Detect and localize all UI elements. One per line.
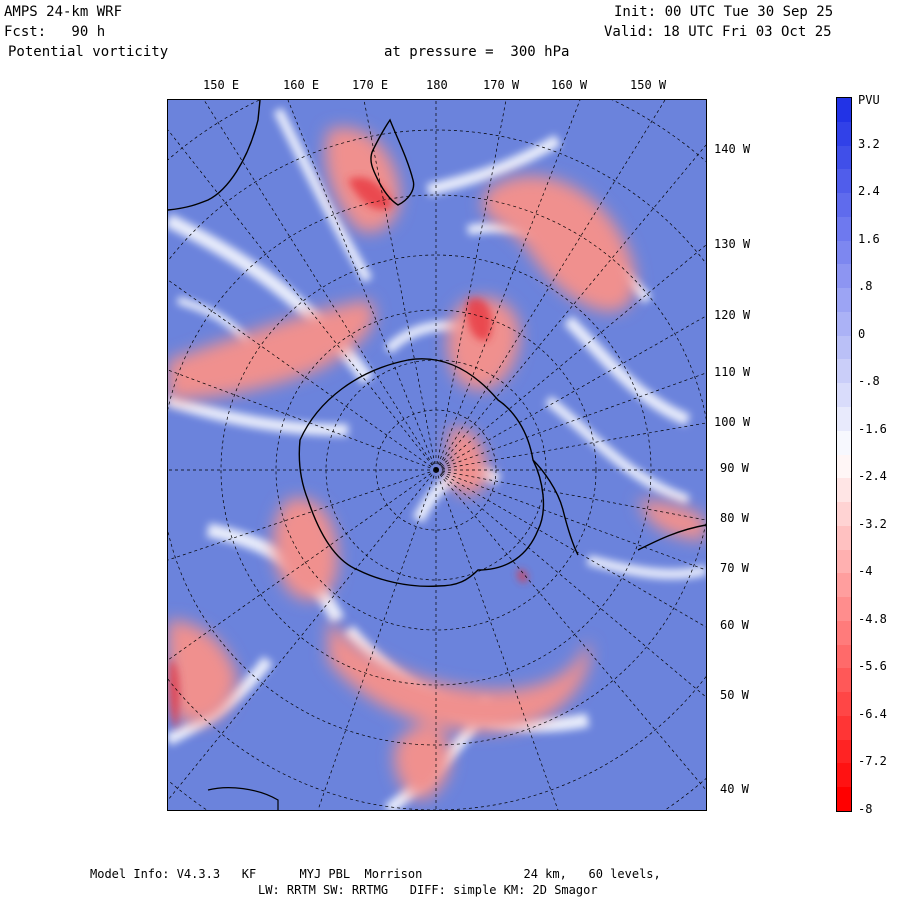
lon-label: 120 W (714, 308, 751, 322)
colorbar-cell (837, 335, 851, 360)
colorbar-cell (837, 430, 851, 455)
pv-strong-negative (169, 177, 528, 730)
colorbar-cell (837, 359, 851, 384)
lon-label: 90 W (720, 461, 749, 475)
colorbar-cell (837, 715, 851, 741)
model-info-line-2: LW: RRTM SW: RRTMG DIFF: simple KM: 2D S… (258, 883, 598, 897)
valid-time: Valid: 18 UTC Fri 03 Oct 25 (604, 24, 832, 40)
colorbar-cell (837, 288, 851, 313)
colorbar-cell (837, 240, 851, 265)
antarctica-coastline (298, 358, 545, 588)
lon-label: 50 W (720, 688, 749, 702)
colorbar-cell (837, 549, 851, 574)
lon-label: 170 E (352, 78, 389, 92)
lon-label: 160 W (551, 78, 588, 92)
colorbar-tick-label: -4 (858, 564, 873, 579)
colorbar-tick-label: 0 (858, 326, 866, 341)
colorbar-tick-label: -5.6 (858, 659, 887, 674)
colorbar-cell (837, 525, 851, 551)
colorbar-tick-label: .8 (858, 279, 873, 294)
colorbar-cell (837, 98, 851, 123)
colorbar-cell (837, 193, 851, 218)
field-name: Potential vorticity (8, 44, 169, 60)
lon-label: 160 E (283, 78, 320, 92)
colorbar-cell (837, 383, 851, 408)
colorbar-unit: PVU (858, 93, 880, 107)
colorbar (836, 97, 852, 812)
colorbar-tick-label: -1.6 (858, 421, 887, 436)
colorbar-tick-label: -4.8 (858, 611, 887, 626)
lon-label: 140 W (714, 142, 751, 156)
colorbar-cell (837, 763, 851, 788)
init-time: Init: 00 UTC Tue 30 Sep 25 (614, 4, 834, 20)
colorbar-cell (837, 169, 851, 194)
model-title: AMPS 24-km WRF (4, 4, 123, 20)
colorbar-cell (837, 454, 851, 479)
colorbar-tick-label: 2.4 (858, 184, 880, 199)
south-america-coastline (637, 524, 706, 551)
antarctic-peninsula (532, 459, 579, 556)
colorbar-tick-label: -8 (858, 802, 873, 816)
lon-label: 100 W (714, 415, 751, 429)
tasmania-coastline (207, 787, 279, 810)
colorbar-cell (837, 311, 851, 337)
colorbar-cell (837, 145, 851, 170)
colorbar-cell (837, 692, 851, 717)
colorbar-cell (837, 573, 851, 598)
pressure-level: at pressure = 300 hPa (384, 44, 570, 60)
forecast-hour: Fcst: 90 h (4, 24, 106, 40)
pv-map-svg (168, 100, 706, 810)
lon-label: 110 W (714, 365, 751, 379)
colorbar-tick-label: -.8 (858, 374, 880, 389)
colorbar-cell (837, 264, 851, 289)
pv-map (167, 99, 707, 811)
lon-label: 70 W (720, 561, 749, 575)
colorbar-cell (837, 739, 851, 764)
pv-negative-streamers (168, 127, 706, 800)
new-zealand-coastline (370, 118, 415, 206)
colorbar-cell (837, 644, 851, 669)
colorbar-cell (837, 668, 851, 693)
lon-label: 150 E (203, 78, 240, 92)
lon-label: 80 W (720, 511, 749, 525)
colorbar-tick-label: -3.2 (858, 516, 887, 531)
lon-label: 40 W (720, 782, 749, 796)
lat-lon-grid (168, 100, 706, 810)
lon-label: 60 W (720, 618, 749, 632)
colorbar-tick-label: 3.2 (858, 136, 880, 151)
colorbar-tick-label: -6.4 (858, 706, 887, 721)
colorbar-cell (837, 597, 851, 622)
colorbar-cell (837, 406, 851, 432)
colorbar-cell (837, 787, 851, 812)
colorbar-cell (837, 502, 851, 527)
colorbar-cell (837, 216, 851, 242)
colorbar-cell (837, 620, 851, 646)
colorbar-tick-label: -2.4 (858, 469, 887, 484)
lon-label: 130 W (714, 237, 751, 251)
lon-label: 180 (426, 78, 448, 92)
lon-label: 150 W (630, 78, 667, 92)
colorbar-tick-label: 1.6 (858, 231, 880, 246)
model-info-line-1: Model Info: V4.3.3 KF MYJ PBL Morrison 2… (90, 867, 661, 881)
lon-label: 170 W (483, 78, 520, 92)
colorbar-cell (837, 121, 851, 147)
colorbar-tick-label: -7.2 (858, 754, 887, 769)
colorbar-cell (837, 478, 851, 503)
australia-coastline (168, 100, 261, 211)
